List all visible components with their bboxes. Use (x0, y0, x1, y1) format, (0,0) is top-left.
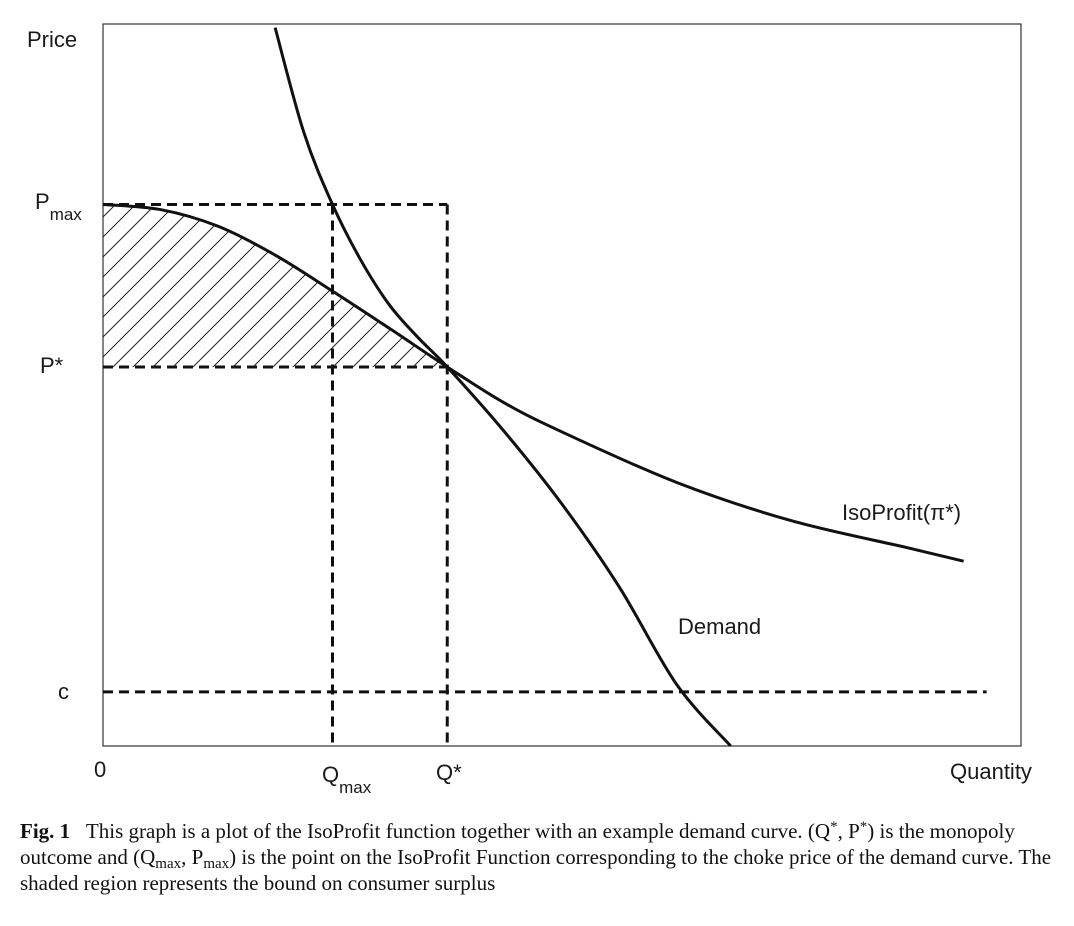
y-tick-p-max: Pmax (35, 189, 82, 224)
caption-text-3: ) is the monopoly outcome and (Q (20, 819, 1015, 869)
consumer-surplus-shaded-region (103, 204, 448, 367)
y-axis-label: Price (27, 27, 77, 52)
caption-text-5: ) is the point on the IsoProfit Function… (20, 845, 1052, 895)
figure-chart: Price Quantity 0 Pmax P* c Qmax Q* IsoPr… (27, 23, 1032, 797)
isoprofit-label: IsoProfit(π*) (842, 500, 961, 525)
figure-label: Fig. 1 (20, 819, 71, 843)
x-tick-origin: 0 (94, 757, 106, 782)
x-tick-q-max: Qmax (322, 762, 372, 797)
x-axis-label: Quantity (950, 759, 1032, 784)
plot-frame (102, 23, 1022, 747)
y-tick-p-star: P* (40, 353, 64, 378)
x-tick-q-star: Q* (436, 760, 462, 785)
caption-max-2: max (203, 856, 230, 872)
figure-caption: Fig. 1 This graph is a plot of the IsoPr… (20, 818, 1060, 896)
y-tick-c: c (58, 679, 69, 704)
caption-text-1: This graph is a plot of the IsoProfit fu… (85, 819, 831, 843)
caption-text-4: , P (181, 845, 204, 869)
caption-star-1: * (830, 819, 838, 835)
demand-curve (273, 27, 732, 746)
isoprofit-curve (103, 203, 964, 563)
caption-text-2: , P (837, 819, 860, 843)
caption-max-1: max (155, 856, 182, 872)
caption-star-2: * (859, 819, 868, 835)
demand-label: Demand (678, 614, 761, 639)
